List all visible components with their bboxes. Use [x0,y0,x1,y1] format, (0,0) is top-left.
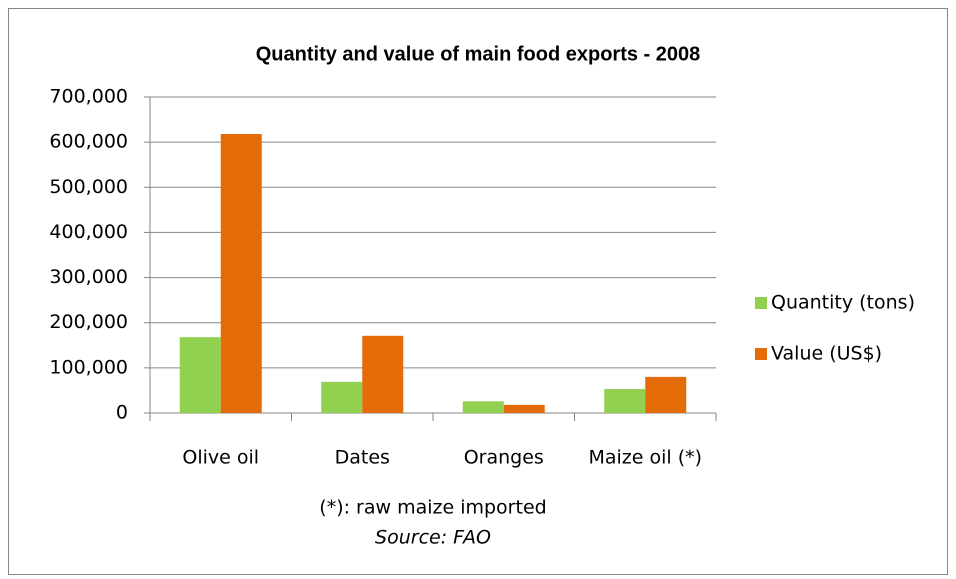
x-tick-label: Oranges [464,447,544,469]
bar [179,337,221,413]
bar [604,389,646,413]
y-tick-label: 500,000 [49,176,128,198]
x-tick-label: Maize oil (*) [588,447,702,469]
y-tick-label: 100,000 [49,356,128,378]
bar [321,381,363,413]
y-tick-label: 400,000 [49,221,128,243]
chart-border [8,8,948,575]
bar [362,335,404,413]
bar [462,401,504,413]
y-tick-label: 700,000 [49,86,128,108]
annotation: Source: FAO [375,527,491,549]
x-tick-label: Olive oil [182,447,259,469]
y-tick-label: 300,000 [49,266,128,288]
y-tick-label: 600,000 [49,131,128,153]
bar [503,404,545,413]
chart-title: Quantity and value of main food exports … [256,43,701,65]
y-tick-label: 200,000 [49,311,128,333]
legend-label: Value (US$) [771,343,882,365]
annotation: (*): raw maize imported [319,497,546,519]
legend-swatch [755,348,767,360]
bar [645,376,687,413]
legend-swatch [755,297,767,309]
y-tick-label: 0 [116,402,128,424]
x-tick-label: Dates [335,447,390,469]
bar [220,134,262,413]
legend-label: Quantity (tons) [771,292,915,314]
